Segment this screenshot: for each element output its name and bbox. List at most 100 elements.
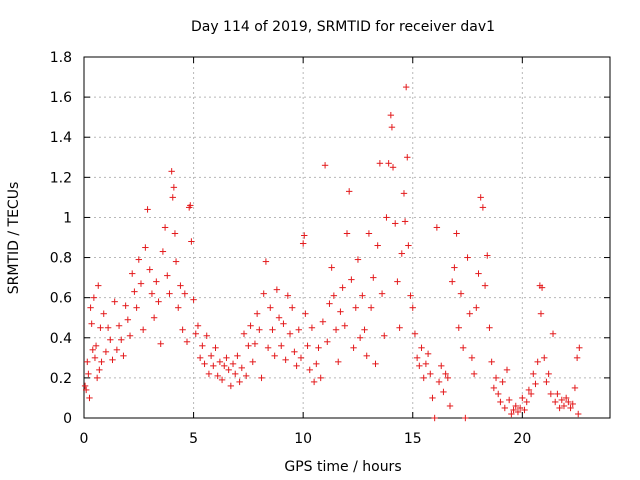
data-point bbox=[238, 364, 245, 372]
data-point bbox=[552, 398, 559, 406]
data-point bbox=[343, 230, 351, 237]
data-point bbox=[321, 162, 329, 169]
data-point bbox=[527, 390, 535, 398]
x-axis-label: GPS time / hours bbox=[284, 459, 401, 475]
data-point bbox=[501, 404, 508, 412]
data-point bbox=[394, 278, 401, 285]
data-point bbox=[107, 336, 114, 343]
data-point bbox=[387, 111, 395, 119]
data-point bbox=[505, 396, 513, 404]
data-point bbox=[181, 290, 189, 297]
data-point bbox=[115, 322, 123, 329]
data-point bbox=[326, 300, 333, 307]
data-point bbox=[282, 356, 289, 364]
data-point bbox=[433, 224, 441, 231]
data-point bbox=[335, 358, 342, 366]
data-point bbox=[319, 318, 327, 325]
data-point bbox=[407, 292, 414, 299]
data-point bbox=[199, 342, 206, 349]
data-point bbox=[558, 396, 565, 404]
x-tick-label: 20 bbox=[513, 431, 531, 447]
data-point bbox=[212, 344, 219, 352]
data-point bbox=[269, 326, 276, 333]
data-point bbox=[352, 304, 359, 311]
data-point bbox=[124, 316, 132, 323]
data-point bbox=[350, 344, 357, 352]
data-point bbox=[97, 324, 104, 331]
data-point bbox=[569, 400, 576, 408]
data-point bbox=[409, 304, 416, 311]
data-point bbox=[171, 230, 179, 237]
data-point bbox=[516, 404, 524, 412]
data-point bbox=[503, 366, 511, 374]
data-point bbox=[348, 276, 355, 283]
data-point bbox=[512, 402, 519, 410]
data-point bbox=[260, 290, 267, 297]
data-point bbox=[280, 320, 287, 327]
data-point bbox=[88, 320, 95, 327]
data-point bbox=[473, 304, 480, 311]
data-point bbox=[573, 354, 581, 362]
data-point bbox=[359, 292, 366, 299]
data-point bbox=[404, 154, 411, 161]
data-point bbox=[365, 230, 373, 237]
data-point bbox=[223, 354, 230, 362]
data-point bbox=[398, 250, 405, 257]
data-point bbox=[249, 358, 256, 366]
data-point bbox=[537, 310, 545, 317]
data-point bbox=[418, 344, 425, 352]
data-point bbox=[449, 278, 456, 285]
data-point bbox=[374, 242, 381, 249]
data-point bbox=[92, 342, 100, 349]
data-point bbox=[253, 310, 261, 317]
data-point bbox=[532, 380, 539, 388]
data-point bbox=[306, 366, 313, 374]
data-point bbox=[155, 298, 162, 305]
data-point bbox=[93, 374, 101, 382]
data-point bbox=[273, 286, 281, 293]
data-point bbox=[477, 194, 484, 201]
data-point bbox=[470, 370, 478, 378]
data-point bbox=[168, 168, 175, 175]
data-point bbox=[560, 402, 568, 410]
data-point bbox=[275, 314, 283, 321]
tick-layer: 0 5 10 15 20 0 0.2 0.4 0.6 0.8 1 1.2 1.4 1.6 1.8 bbox=[50, 50, 610, 447]
data-point bbox=[367, 304, 375, 311]
data-point bbox=[120, 352, 127, 360]
data-point bbox=[488, 358, 495, 366]
y-tick-label: 1.2 bbox=[50, 170, 72, 186]
data-point bbox=[440, 388, 447, 396]
data-point bbox=[146, 266, 153, 273]
data-point bbox=[372, 360, 379, 368]
data-point bbox=[137, 280, 145, 287]
data-point bbox=[245, 342, 252, 349]
data-point bbox=[225, 366, 232, 374]
data-point bbox=[214, 372, 221, 380]
data-point bbox=[159, 248, 167, 255]
data-point bbox=[221, 362, 228, 370]
data-point bbox=[401, 218, 409, 225]
data-point bbox=[271, 352, 278, 360]
y-tick-label: 0.6 bbox=[50, 291, 72, 307]
data-point bbox=[236, 378, 243, 386]
data-point bbox=[91, 354, 99, 362]
data-point bbox=[567, 404, 574, 412]
data-point bbox=[109, 356, 116, 364]
data-point bbox=[499, 378, 506, 386]
data-point bbox=[172, 258, 180, 265]
data-point bbox=[332, 326, 340, 333]
y-tick-label: 0.2 bbox=[50, 371, 72, 387]
data-point bbox=[188, 238, 195, 245]
data-point bbox=[251, 340, 259, 347]
data-point bbox=[565, 398, 572, 406]
data-point bbox=[86, 394, 93, 402]
data-point bbox=[424, 350, 432, 358]
data-point bbox=[111, 298, 118, 305]
data-point bbox=[104, 324, 112, 331]
data-point bbox=[87, 304, 94, 311]
data-point bbox=[541, 354, 548, 362]
data-point bbox=[258, 374, 265, 382]
data-point bbox=[521, 406, 528, 414]
data-point bbox=[284, 292, 292, 299]
data-point bbox=[153, 278, 160, 285]
